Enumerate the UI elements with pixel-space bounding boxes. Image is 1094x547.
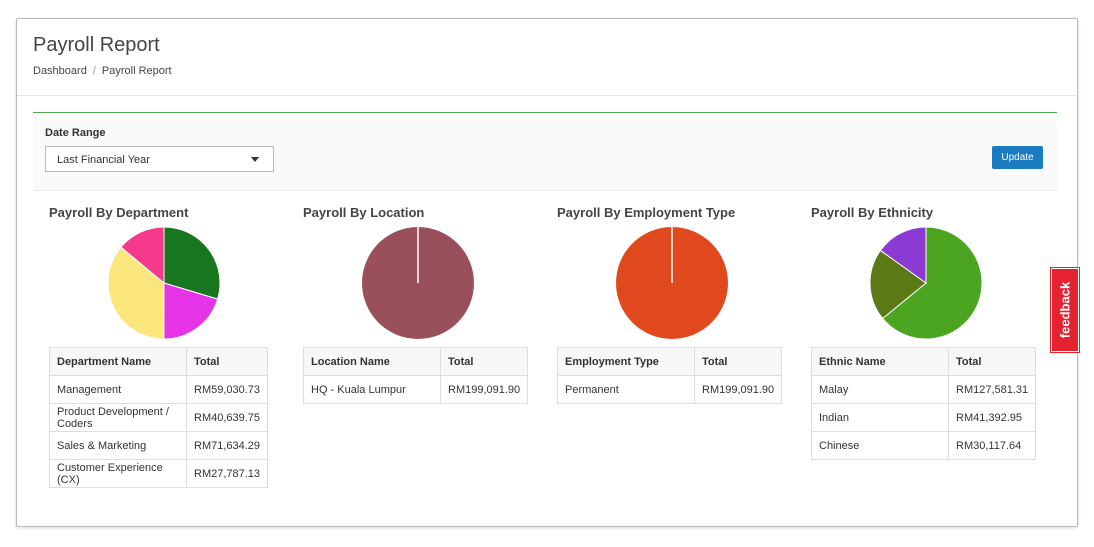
breadcrumb-separator: / (92, 65, 96, 77)
chart-title: Payroll By Location (303, 205, 425, 220)
table-row: Customer Experience (CX) RM27,787.13 (49, 459, 269, 488)
header-row: Department Name Total (49, 347, 269, 376)
row-name: Sales & Marketing (49, 431, 187, 460)
header-row: Ethnic Name Total (811, 347, 1037, 376)
row-name: Management (49, 375, 187, 404)
data-table: Location Name Total HQ - Kuala Lumpur RM199… (303, 347, 529, 404)
chart-panel: Payroll By Location Location Name Total HQ … (303, 205, 543, 404)
row-total: RM41,392.95 (947, 403, 1037, 432)
column-header: Employment Type (557, 347, 695, 376)
chart-panel: Payroll By Employment Type Employment Typ… (557, 205, 797, 404)
pie-chart (869, 226, 983, 340)
row-total: RM40,639.75 (185, 403, 269, 432)
column-header: Total (947, 347, 1037, 376)
caret (251, 157, 259, 166)
pie-slice (869, 249, 927, 320)
row-total: RM127,581.31 (947, 375, 1037, 404)
table-row: Malay RM127,581.31 (811, 375, 1037, 404)
page-title: Payroll Report (33, 34, 160, 56)
row-total: RM59,030.73 (185, 375, 269, 404)
data-table: Department Name Total Management RM59,030.7… (49, 347, 269, 488)
breadcrumb-link[interactable]: Dashboard (33, 65, 87, 77)
pie-chart (107, 226, 221, 340)
row-total: RM199,091.90 (693, 375, 783, 404)
row-name: HQ - Kuala Lumpur (303, 375, 441, 404)
table-row: Permanent RM199,091.90 (557, 375, 783, 404)
chart-panel: Payroll By Ethnicity Ethnic Name Total Mala… (811, 205, 1051, 460)
chart-title: Payroll By Employment Type (557, 205, 736, 220)
table-row: Sales & Marketing RM71,634.29 (49, 431, 269, 460)
column-header: Total (693, 347, 783, 376)
breadcrumb: Dashboard / Payroll Report (33, 65, 172, 77)
table-row: Chinese RM30,117.64 (811, 431, 1037, 460)
data-table: Employment Type Total Permanent RM199,091.9… (557, 347, 783, 404)
row-total: RM71,634.29 (185, 431, 269, 460)
header-row: Location Name Total (303, 347, 529, 376)
column-header: Ethnic Name (811, 347, 949, 376)
update-button[interactable]: Update (992, 146, 1043, 169)
date-range-select[interactable]: Last Financial Year (45, 146, 274, 172)
feedback-label: feedback (1057, 281, 1073, 339)
select-value: Last Financial Year (57, 154, 150, 166)
chart-title: Payroll By Department (49, 205, 189, 220)
pie-chart (616, 227, 728, 339)
feedback-tab[interactable]: feedback (1051, 268, 1079, 352)
row-total: RM27,787.13 (185, 459, 269, 488)
table-row: HQ - Kuala Lumpur RM199,091.90 (303, 375, 529, 404)
column-header: Department Name (49, 347, 187, 376)
column-header: Total (185, 347, 269, 376)
pie-slice (120, 226, 165, 285)
header-row: Employment Type Total (557, 347, 783, 376)
row-name: Customer Experience (CX) (49, 459, 187, 488)
chart-title: Payroll By Ethnicity (811, 205, 934, 220)
pie-slice (163, 226, 221, 300)
chart-panel: Payroll By Department Department Name Tota… (49, 205, 289, 488)
pie-chart (362, 227, 474, 339)
row-name: Indian (811, 403, 949, 432)
table-row: Product Development / Coders RM40,639.75 (49, 403, 269, 432)
row-name: Malay (811, 375, 949, 404)
divider (17, 95, 1076, 96)
table-row: Indian RM41,392.95 (811, 403, 1037, 432)
row-name: Chinese (811, 431, 949, 460)
column-header: Total (439, 347, 529, 376)
column-header: Location Name (303, 347, 441, 376)
breadcrumb-current: Payroll Report (101, 65, 172, 77)
table-row: Management RM59,030.73 (49, 375, 269, 404)
row-total: RM30,117.64 (947, 431, 1037, 460)
accent-line (33, 112, 1057, 113)
pie-slice (107, 246, 165, 340)
pie-slice (163, 282, 219, 340)
row-name: Product Development / Coders (49, 403, 187, 432)
filter-label: Date Range (45, 127, 106, 139)
pie-slice (879, 226, 927, 284)
pie-slice (881, 226, 983, 340)
data-table: Ethnic Name Total Malay RM127,581.31 Indian R… (811, 347, 1037, 460)
row-name: Permanent (557, 375, 695, 404)
row-total: RM199,091.90 (439, 375, 529, 404)
